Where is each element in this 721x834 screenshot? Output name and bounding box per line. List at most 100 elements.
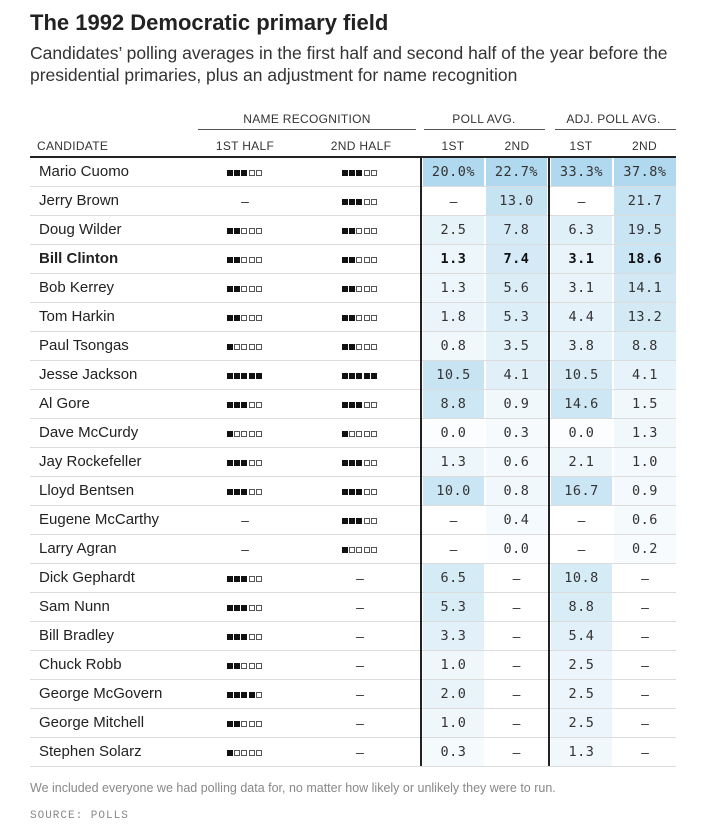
row-divider xyxy=(30,534,676,535)
recognition-square-empty xyxy=(248,663,255,670)
candidate-name: Bill Bradley xyxy=(39,627,115,644)
recognition-square-empty xyxy=(248,431,255,438)
recognition-square-empty xyxy=(248,228,255,235)
name-recognition-first-half xyxy=(170,419,320,447)
candidate-name: Eugene McCarthy xyxy=(39,511,160,528)
name-recognition-second-half xyxy=(290,535,430,563)
table-row: Mario Cuomo 20.0% 22.7% 33.3% 37.8% xyxy=(30,158,676,187)
candidate-name: Stephen Solarz xyxy=(39,743,142,760)
recognition-square-filled xyxy=(241,576,248,583)
recognition-square-empty xyxy=(371,257,378,264)
recognition-square-filled xyxy=(226,286,233,293)
recognition-square-filled xyxy=(233,286,240,293)
name-recognition-second-half xyxy=(290,477,430,505)
recognition-square-filled xyxy=(226,257,233,264)
recognition-square-filled xyxy=(233,402,240,409)
recognition-square-empty xyxy=(371,518,378,525)
adj-poll-avg-first: 8.8 xyxy=(551,593,612,621)
header-adj-second: 2ND xyxy=(632,139,657,153)
name-recognition-first-half: – xyxy=(170,535,320,563)
recognition-square-filled xyxy=(233,460,240,467)
recognition-square-empty xyxy=(256,170,263,177)
recognition-square-filled xyxy=(233,605,240,612)
poll-avg-first: 2.0 xyxy=(423,680,484,708)
recognition-square-filled xyxy=(348,518,355,525)
recognition-square-empty xyxy=(256,663,263,670)
recognition-square-filled xyxy=(341,460,348,467)
row-divider xyxy=(30,505,676,506)
name-recognition-first-half xyxy=(170,651,320,679)
row-divider xyxy=(30,476,676,477)
recognition-square-empty xyxy=(241,344,248,351)
recognition-square-empty xyxy=(248,257,255,264)
name-recognition-second-half xyxy=(290,303,430,331)
adj-poll-avg-first: – xyxy=(577,541,586,557)
no-data-dash: – xyxy=(241,541,249,557)
row-divider xyxy=(30,360,676,361)
candidate-name: Bob Kerrey xyxy=(39,279,115,296)
candidate-name: Jesse Jackson xyxy=(39,366,138,383)
recognition-square-empty xyxy=(241,315,248,322)
recognition-square-empty xyxy=(241,228,248,235)
recognition-square-empty xyxy=(233,344,240,351)
recognition-square-empty xyxy=(248,489,255,496)
adj-poll-avg-second: 4.1 xyxy=(614,361,676,389)
table-row: George McGovern – 2.0 – 2.5 – xyxy=(30,680,676,709)
recognition-square-filled xyxy=(233,721,240,728)
name-recognition-first-half xyxy=(170,622,320,650)
candidate-name: Dick Gephardt xyxy=(39,569,135,586)
recognition-square-filled xyxy=(371,373,378,380)
recognition-square-filled xyxy=(341,547,348,554)
recognition-square-empty xyxy=(356,228,363,235)
no-data-dash: – xyxy=(356,628,364,644)
no-data-dash: – xyxy=(356,715,364,731)
candidate-name: Lloyd Bentsen xyxy=(39,482,135,499)
recognition-square-filled xyxy=(248,692,255,699)
candidate-name: Mario Cuomo xyxy=(39,163,130,180)
name-recognition-first-half xyxy=(170,738,320,766)
recognition-square-empty xyxy=(233,431,240,438)
adj-poll-avg-first: 14.6 xyxy=(551,390,612,418)
recognition-square-empty xyxy=(248,286,255,293)
table-row: Lloyd Bentsen 10.0 0.8 16.7 0.9 xyxy=(30,477,676,506)
column-divider-poll xyxy=(420,158,422,766)
recognition-square-empty xyxy=(256,402,263,409)
adj-poll-avg-first: 4.4 xyxy=(551,303,612,331)
no-data-dash: – xyxy=(241,193,249,209)
name-recognition-second-half xyxy=(290,216,430,244)
group-header-poll-avg: POLL AVG. xyxy=(452,112,516,126)
name-recognition-first-half xyxy=(170,274,320,302)
recognition-square-empty xyxy=(256,750,263,757)
row-divider xyxy=(30,418,676,419)
row-divider xyxy=(30,302,676,303)
recognition-square-empty xyxy=(256,605,263,612)
name-recognition-second-half: – xyxy=(290,593,430,621)
recognition-square-filled xyxy=(233,489,240,496)
recognition-square-empty xyxy=(248,605,255,612)
adj-poll-avg-second: – xyxy=(641,686,649,702)
recognition-square-empty xyxy=(256,228,263,235)
row-divider xyxy=(30,563,676,564)
poll-avg-first: – xyxy=(449,193,458,209)
recognition-square-filled xyxy=(233,228,240,235)
table-row: Dick Gephardt – 6.5 – 10.8 – xyxy=(30,564,676,593)
recognition-square-filled xyxy=(356,373,363,380)
recognition-square-filled xyxy=(226,576,233,583)
name-recognition-first-half xyxy=(170,448,320,476)
row-divider xyxy=(30,679,676,680)
recognition-square-filled xyxy=(348,228,355,235)
name-recognition-first-half: – xyxy=(170,187,320,215)
poll-avg-first: 8.8 xyxy=(423,390,484,418)
adj-poll-avg-first: 2.5 xyxy=(551,651,612,679)
poll-avg-second: 0.3 xyxy=(486,419,547,447)
recognition-square-empty xyxy=(363,170,370,177)
adj-poll-avg-second: – xyxy=(641,657,649,673)
recognition-square-empty xyxy=(248,460,255,467)
recognition-square-filled xyxy=(348,257,355,264)
adj-poll-avg-second: 19.5 xyxy=(614,216,676,244)
table-row: Stephen Solarz – 0.3 – 1.3 – xyxy=(30,738,676,767)
row-divider xyxy=(30,737,676,738)
group-header-name-recognition: NAME RECOGNITION xyxy=(243,112,371,126)
recognition-square-filled xyxy=(226,402,233,409)
poll-avg-first: 1.0 xyxy=(423,651,484,679)
